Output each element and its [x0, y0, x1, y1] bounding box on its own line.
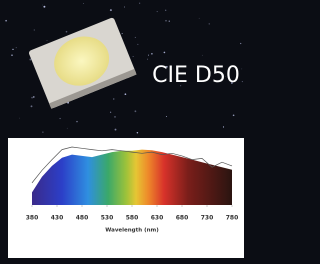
star — [122, 33, 123, 34]
x-tick-label: 630 — [151, 215, 164, 222]
star — [169, 21, 170, 22]
star — [148, 55, 149, 56]
star — [137, 132, 138, 133]
star — [240, 43, 241, 44]
x-tick-label: 430 — [51, 215, 64, 222]
x-tick-label: 680 — [176, 215, 189, 222]
star — [223, 126, 224, 127]
chart-title: CIE D50 — [152, 63, 240, 88]
star — [199, 18, 200, 19]
star — [164, 52, 166, 54]
star — [11, 54, 13, 56]
star — [42, 131, 43, 132]
star — [83, 3, 84, 4]
star — [241, 69, 242, 70]
star — [110, 9, 112, 11]
star — [43, 6, 45, 8]
star — [133, 56, 134, 57]
star — [135, 110, 137, 112]
star — [5, 20, 7, 22]
star — [202, 55, 203, 56]
star — [114, 116, 115, 117]
x-tick-label: 780 — [226, 215, 239, 222]
x-tick-label: 380 — [26, 215, 39, 222]
x-tick-label: 480 — [76, 215, 89, 222]
star — [151, 53, 153, 55]
star — [125, 93, 127, 95]
star — [242, 81, 243, 82]
star — [135, 37, 136, 38]
star — [59, 118, 60, 119]
star — [42, 5, 43, 6]
star — [165, 10, 166, 11]
star — [209, 23, 210, 24]
star — [33, 96, 34, 97]
star — [34, 29, 35, 30]
star — [76, 121, 77, 122]
star — [66, 31, 68, 33]
x-tick-label: 580 — [126, 215, 139, 222]
star — [113, 98, 114, 99]
star — [31, 97, 33, 99]
star — [139, 3, 140, 4]
x-tick-label: 530 — [101, 215, 114, 222]
star — [233, 114, 235, 116]
star — [166, 116, 167, 117]
star — [47, 40, 48, 41]
x-axis-label: Wavelength (nm) — [105, 228, 159, 234]
star — [124, 7, 125, 8]
star — [115, 129, 117, 131]
star — [157, 11, 158, 12]
x-tick-label: 730 — [201, 215, 214, 222]
star — [67, 128, 68, 129]
chart: CIE D50 Wavelength (nm) 380 430 480 530 580 6… — [0, 0, 252, 264]
star — [110, 112, 111, 113]
star — [31, 105, 33, 107]
star — [165, 20, 167, 22]
star — [12, 49, 13, 50]
star — [137, 44, 138, 45]
star — [29, 59, 31, 61]
star — [16, 47, 17, 48]
star — [19, 118, 20, 119]
star — [147, 59, 148, 60]
